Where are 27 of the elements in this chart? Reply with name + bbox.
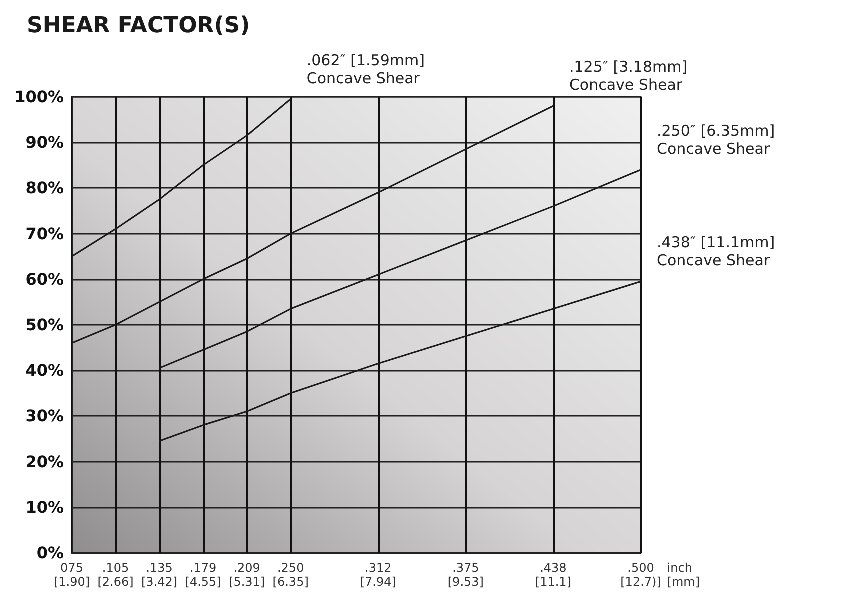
x-tick-label: .250 [6.35]: [272, 561, 309, 589]
series-label: .438″ [11.1mm] Concave Shear: [657, 234, 776, 270]
x-tick-label: .312 [7.94]: [360, 561, 396, 589]
chart-title: SHEAR FACTOR(S): [27, 14, 250, 38]
x-tick-label: 075 [1.90]: [54, 561, 90, 589]
x-tick-label: .179 [4.55]: [185, 561, 222, 589]
x-tick-label: .438 [11.1]: [535, 561, 572, 589]
y-tick-label: 70%: [26, 224, 64, 244]
x-axis-title: inch [mm]: [667, 561, 700, 589]
y-tick-label: 100%: [14, 88, 64, 106]
x-tick-label: .105 [2.66]: [98, 561, 134, 589]
y-tick-label: 30%: [26, 406, 64, 426]
y-tick-label: 90%: [26, 133, 64, 152]
series-label: .250″ [6.35mm] Concave Shear: [657, 122, 776, 158]
y-tick-label: 80%: [26, 178, 64, 198]
series-label: .062″ [1.59mm] Concave Shear: [306, 51, 425, 88]
y-tick-label: 20%: [26, 452, 64, 472]
x-tick-label: .375 [9.53]: [448, 561, 484, 589]
y-tick-label: 50%: [26, 316, 64, 334]
x-tick-label: .135 [3.42]: [141, 561, 178, 589]
x-tick-label: .209 [5.31]: [229, 561, 266, 589]
y-tick-label: 10%: [26, 498, 64, 517]
y-tick-label: 60%: [26, 270, 64, 289]
series-label: .125″ [3.18mm] Concave Shear: [569, 58, 688, 94]
y-tick-label: 0%: [36, 544, 64, 562]
x-tick-label: .500 [12.7)]: [620, 561, 662, 589]
y-tick-label: 40%: [26, 361, 64, 380]
